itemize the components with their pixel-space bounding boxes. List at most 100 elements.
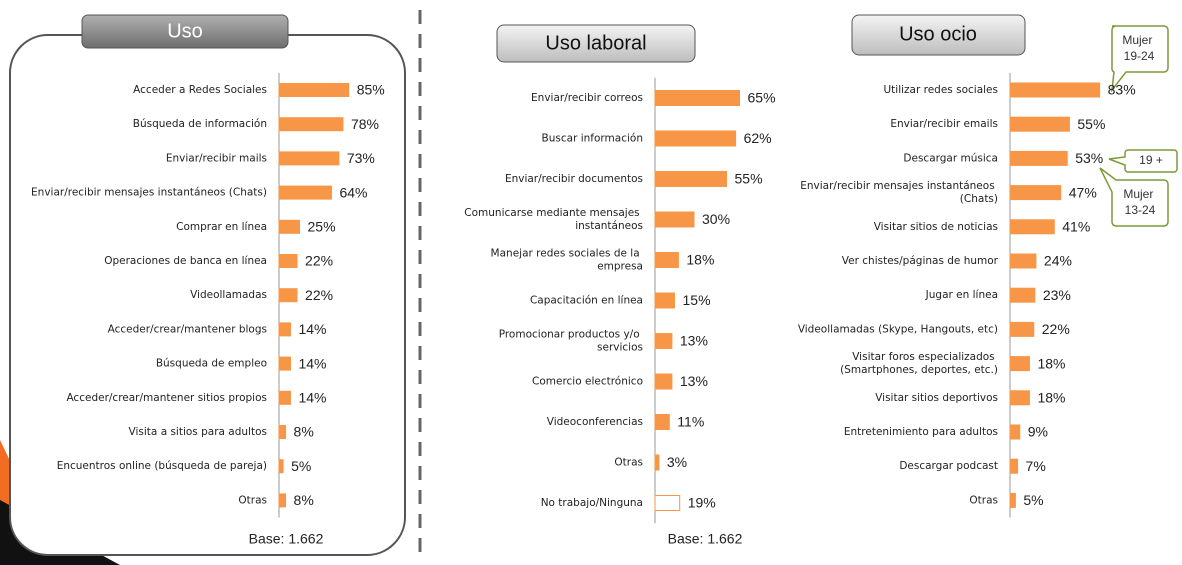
category-label: Videollamadas (Skype, Hangouts, etc) xyxy=(798,323,998,335)
category-label: Otras xyxy=(969,494,998,506)
category-label: Enviar/recibir mensajes instantáneos (Ch… xyxy=(800,180,998,205)
bar xyxy=(278,459,284,474)
category-label: Enviar/recibir documentos xyxy=(505,173,643,185)
value-label: 5% xyxy=(291,458,311,474)
value-label: 65% xyxy=(748,90,776,106)
bar xyxy=(1009,356,1030,372)
category-label: Acceder/crear/mantener blogs xyxy=(108,323,267,335)
value-label: 78% xyxy=(351,116,379,132)
value-label: 5% xyxy=(1023,492,1043,508)
bar xyxy=(278,322,291,337)
callout xyxy=(1108,149,1178,173)
category-label: Enviar/recibir correos xyxy=(531,92,643,104)
bar xyxy=(278,425,287,439)
category-label: Encuentros online (búsqueda de pareja) xyxy=(57,460,267,472)
value-label: 24% xyxy=(1044,253,1072,269)
category-label: Comprar en línea xyxy=(176,221,267,233)
category-label: Descargar música xyxy=(903,152,998,164)
value-label: 15% xyxy=(683,292,711,308)
category-label: Buscar información xyxy=(542,133,643,145)
base-note: Base: 1.662 xyxy=(249,531,324,547)
title-tab xyxy=(496,24,696,63)
bar xyxy=(1009,424,1021,440)
callout-text: Mujer 19-24 xyxy=(1122,33,1155,63)
bar xyxy=(654,495,681,511)
bar xyxy=(1009,185,1062,201)
value-label: 18% xyxy=(686,252,714,268)
bar xyxy=(278,356,291,371)
bar xyxy=(278,185,332,200)
value-label: 22% xyxy=(305,287,333,303)
value-label: 9% xyxy=(1028,424,1048,440)
bar xyxy=(654,292,675,309)
category-label: Acceder/crear/mantener sitios propios xyxy=(66,392,267,404)
value-label: 18% xyxy=(1037,355,1065,371)
bar xyxy=(654,252,679,268)
value-label: 3% xyxy=(667,454,687,470)
bar xyxy=(278,288,298,303)
bar xyxy=(278,151,340,166)
bar xyxy=(654,333,673,349)
value-label: 13% xyxy=(680,373,708,389)
value-label: 64% xyxy=(339,184,367,200)
value-label: 47% xyxy=(1069,184,1097,200)
bar xyxy=(1009,492,1016,508)
bar xyxy=(1009,150,1068,166)
chart-title: Uso laboral xyxy=(545,32,646,54)
callout-text: 19 + xyxy=(1139,153,1163,167)
value-label: 25% xyxy=(308,219,336,235)
category-label: Visita a sitios para adultos xyxy=(129,426,267,438)
category-label: Enviar/recibir emails xyxy=(890,118,998,130)
callout xyxy=(1099,167,1169,227)
value-label: 55% xyxy=(735,171,763,187)
value-label: 53% xyxy=(1075,150,1103,166)
base-note: Base: 1.662 xyxy=(668,531,743,547)
title-tab xyxy=(851,14,1026,56)
bar xyxy=(278,254,298,268)
value-label: 14% xyxy=(298,355,326,371)
category-label: Comunicarse mediante mensajes instantáne… xyxy=(464,207,643,232)
category-label: Otras xyxy=(614,457,643,469)
category-label: Acceder a Redes Sociales xyxy=(133,84,267,96)
bar xyxy=(654,454,660,471)
bar xyxy=(278,83,350,97)
bar xyxy=(654,414,670,430)
bar xyxy=(1009,219,1055,235)
callout-text: Mujer 13-24 xyxy=(1123,187,1156,217)
title-tab xyxy=(81,14,289,49)
category-label: Búsqueda de información xyxy=(133,118,267,130)
value-label: 11% xyxy=(677,414,704,430)
category-label: Búsqueda de empleo xyxy=(156,358,267,370)
value-label: 30% xyxy=(702,211,730,227)
bar xyxy=(278,219,300,234)
value-label: 41% xyxy=(1062,219,1090,235)
value-label: 18% xyxy=(1037,390,1065,406)
value-label: 73% xyxy=(347,150,375,166)
category-label: Descargar podcast xyxy=(899,460,998,472)
category-label: Visitar foros especializados (Smartphone… xyxy=(840,351,998,376)
category-label: Visitar sitios de noticias xyxy=(874,221,998,233)
category-label: Videoconferencias xyxy=(547,416,643,428)
callout xyxy=(1110,25,1169,93)
value-label: 14% xyxy=(298,321,326,337)
chart-title: Uso ocio xyxy=(899,23,977,45)
category-label: Visitar sitios deportivos xyxy=(875,392,998,404)
category-label: Capacitación en línea xyxy=(530,295,643,307)
bar xyxy=(654,90,740,106)
category-label: Promocionar productos y/o servicios xyxy=(499,329,643,354)
value-label: 8% xyxy=(294,492,314,508)
category-label: No trabajo/Ninguna xyxy=(541,497,643,509)
category-label: Utilizar redes sociales xyxy=(883,84,998,96)
value-label: 7% xyxy=(1026,458,1046,474)
category-label: Jugar en línea xyxy=(925,289,998,301)
category-label: Videollamadas xyxy=(190,289,267,301)
value-label: 8% xyxy=(294,424,314,440)
value-label: 22% xyxy=(1042,321,1070,337)
value-label: 14% xyxy=(298,390,326,406)
bar xyxy=(1009,458,1019,474)
category-label: Enviar/recibir mails xyxy=(166,152,267,164)
value-label: 19% xyxy=(688,495,716,511)
bar xyxy=(278,493,287,508)
value-label: 22% xyxy=(305,253,333,269)
